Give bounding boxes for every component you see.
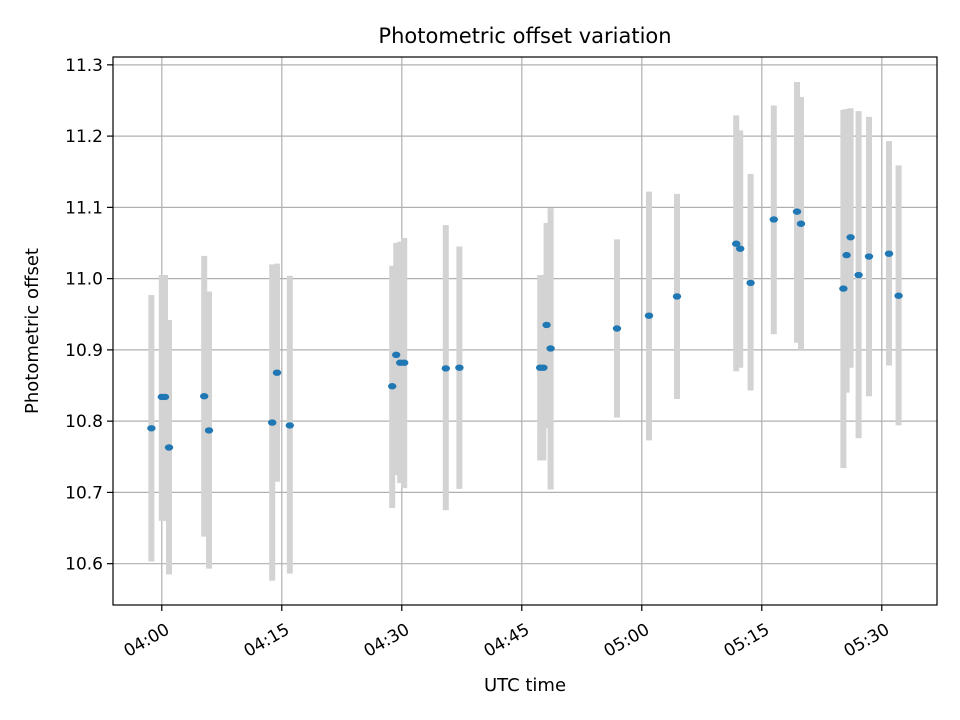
data-point: [285, 422, 294, 429]
grid: [113, 57, 937, 605]
y-axis-ticks: 10.6 10.7 10.8 10.9 11.0 11.1 11.2 11.3: [65, 56, 113, 575]
chart-title: Photometric offset variation: [378, 24, 671, 48]
data-point: [204, 427, 214, 434]
data-point: [147, 425, 156, 432]
data-point: [455, 364, 464, 371]
data-point: [746, 279, 755, 287]
x-tick-label: 05:00: [601, 620, 653, 662]
data-point: [672, 293, 682, 300]
data-point: [864, 253, 874, 260]
data-point: [268, 419, 277, 426]
y-tick-label: 10.8: [65, 412, 103, 432]
y-tick-label: 10.7: [65, 483, 103, 503]
y-tick-label: 10.6: [65, 555, 103, 575]
data-point: [839, 285, 848, 292]
data-point: [792, 208, 802, 215]
plot-area-frame: [112, 56, 938, 606]
data-point: [388, 383, 397, 390]
data-point: [846, 234, 855, 241]
data-point: [441, 365, 450, 372]
y-tick-label: 11.2: [65, 127, 103, 147]
data-points: [147, 208, 903, 451]
error-bars: [148, 81, 902, 581]
y-tick-label: 11.3: [65, 56, 103, 76]
x-tick-label: 04:45: [481, 620, 533, 662]
data-point: [796, 220, 806, 227]
data-point: [732, 240, 741, 247]
data-point: [542, 321, 551, 329]
data-point: [272, 369, 282, 376]
data-point: [400, 359, 409, 366]
data-point: [612, 325, 622, 332]
x-tick-label: 05:30: [841, 620, 893, 662]
data-point: [539, 364, 548, 371]
data-point: [736, 245, 745, 252]
data-point: [200, 393, 209, 400]
data-point: [884, 250, 894, 257]
x-tick-label: 04:30: [361, 620, 413, 662]
data-point: [644, 312, 654, 319]
data-point: [160, 393, 170, 401]
x-tick-label: 05:15: [721, 620, 773, 662]
data-point: [854, 271, 863, 279]
y-axis-label: Photometric offset: [22, 248, 43, 414]
data-point: [894, 292, 903, 299]
data-point: [769, 216, 778, 223]
y-tick-label: 11.0: [65, 270, 103, 290]
data-point: [164, 444, 174, 451]
data-point: [546, 345, 555, 352]
x-tick-label: 04:00: [121, 620, 173, 662]
y-tick-label: 10.9: [65, 341, 103, 361]
data-point: [392, 351, 401, 359]
x-axis-ticks: 04:00 04:15 04:30 04:45 05:00 05:15 05:30: [121, 605, 893, 662]
x-axis-label: UTC time: [484, 675, 566, 696]
data-point: [842, 251, 851, 259]
y-tick-label: 11.1: [65, 198, 103, 218]
x-tick-label: 04:15: [241, 620, 293, 662]
